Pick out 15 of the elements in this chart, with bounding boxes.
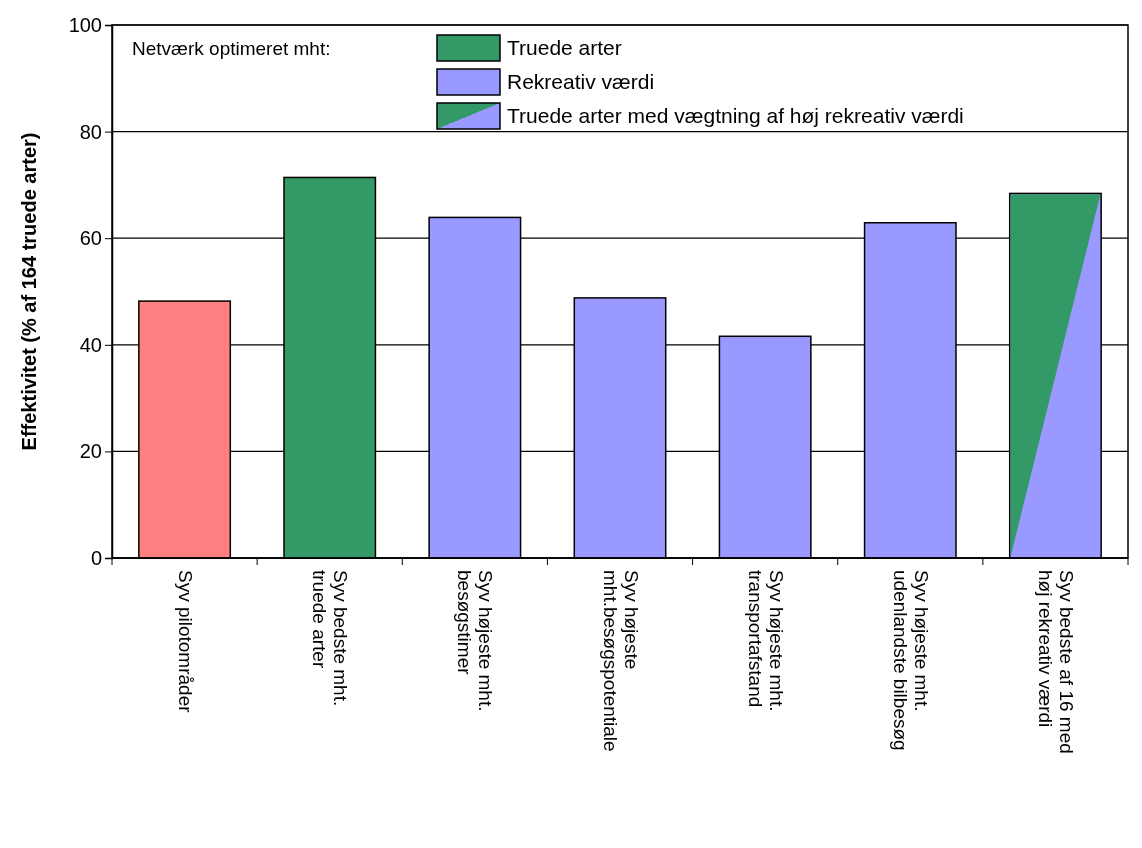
x-tick-label: Syv bedste mht. truede arter bbox=[309, 570, 352, 707]
y-tick-label: 100 bbox=[68, 13, 102, 36]
y-tick-label: 0 bbox=[90, 546, 102, 569]
legend-title: Netværk optimeret mht: bbox=[132, 38, 331, 59]
y-tick-label: 80 bbox=[79, 120, 102, 143]
x-tick-label: Syv pilotområder bbox=[174, 570, 196, 714]
y-tick-label: 60 bbox=[79, 227, 102, 250]
legend-label: Truede arter bbox=[507, 36, 622, 59]
y-tick-label: 40 bbox=[79, 333, 102, 356]
x-tick-label: Syv højeste mht. transportafstand bbox=[744, 570, 787, 712]
y-tick-label: 20 bbox=[79, 440, 102, 463]
x-tick-label: Syv højeste mht. besøgstimer bbox=[454, 570, 497, 712]
y-axis-title: Effektivitet (% af 164 truede arter) bbox=[18, 132, 40, 451]
legend-label: Truede arter med vægtning af høj rekreativ værdi bbox=[507, 104, 964, 127]
legend-label: Rekreativ værdi bbox=[507, 70, 655, 93]
